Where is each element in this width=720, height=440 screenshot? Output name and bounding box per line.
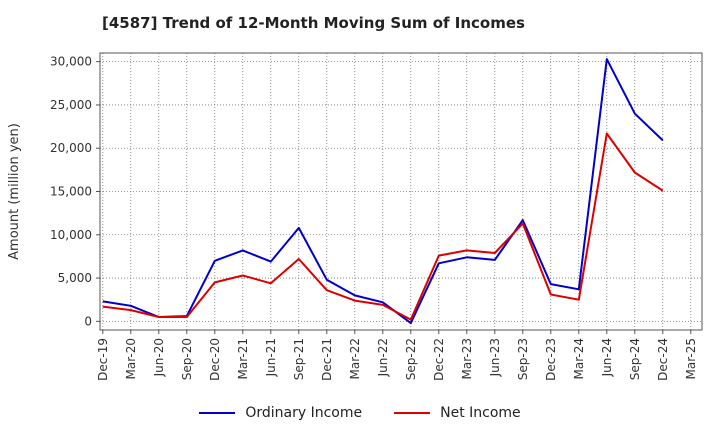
x-tick-label: Sep-20 — [180, 338, 194, 380]
x-tick-label: Jun-21 — [264, 338, 278, 377]
series-line-ordinary-income — [102, 58, 664, 325]
x-tick-label: Dec-21 — [320, 338, 334, 381]
legend-label-net-income: Net Income — [440, 405, 521, 421]
legend-label-ordinary-income: Ordinary Income — [245, 405, 363, 421]
x-tick-label: Mar-21 — [236, 338, 250, 379]
x-tick-label: Dec-22 — [432, 338, 446, 381]
x-tick-label: Dec-20 — [208, 338, 222, 381]
axis-ticks: Dec-19 Mar-20 Jun-20 Sep-20 Dec-20 Mar-21 Jun-… — [50, 55, 698, 381]
legend-item-net-income: Net Income — [394, 405, 521, 421]
y-tick-label: 0 — [84, 314, 92, 328]
legend-swatch-net-income — [394, 412, 431, 414]
x-tick-label: Jun-24 — [600, 338, 614, 377]
x-tick-label: Mar-22 — [348, 338, 362, 379]
y-tick-label: 20,000 — [50, 141, 92, 155]
legend: Ordinary Income Net Income — [0, 405, 720, 421]
legend-item-ordinary-income: Ordinary Income — [199, 405, 362, 421]
x-tick-label: Mar-20 — [124, 338, 138, 379]
x-tick-label: Sep-21 — [292, 338, 306, 380]
x-tick-label: Dec-19 — [96, 338, 110, 381]
chart-title: [4587] Trend of 12-Month Moving Sum of I… — [102, 14, 525, 32]
y-tick-label: 5,000 — [58, 271, 92, 285]
series-lines — [102, 58, 664, 325]
legend-swatch-ordinary-income — [199, 412, 236, 414]
x-tick-label: Dec-24 — [656, 338, 670, 381]
x-tick-label: Dec-23 — [544, 338, 558, 381]
x-tick-label: Sep-23 — [516, 338, 530, 380]
grid-lines — [100, 53, 702, 330]
x-tick-label: Mar-24 — [572, 338, 586, 379]
series-line-net-income — [102, 132, 664, 321]
x-tick-label: Mar-23 — [460, 338, 474, 379]
x-tick-label: Mar-25 — [684, 338, 698, 379]
x-tick-label: Sep-22 — [404, 338, 418, 380]
y-tick-label: 15,000 — [50, 185, 92, 199]
y-axis-label: Amount (million yen) — [7, 123, 22, 260]
x-tick-label: Jun-23 — [488, 338, 502, 377]
y-tick-label: 25,000 — [50, 98, 92, 112]
x-tick-label: Sep-24 — [628, 338, 642, 380]
x-tick-label: Jun-22 — [376, 338, 390, 377]
y-tick-label: 10,000 — [50, 228, 92, 242]
y-tick-label: 30,000 — [50, 55, 92, 69]
x-tick-label: Jun-20 — [152, 338, 166, 377]
